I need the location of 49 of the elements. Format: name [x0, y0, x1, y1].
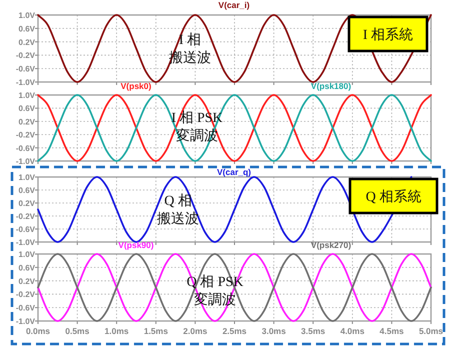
y-tick-label: 1.0V — [18, 250, 36, 259]
x-tick-label: 2.0ms — [183, 326, 208, 336]
series-label: V(psk180) — [310, 81, 352, 91]
y-tick-label: -0.6V — [16, 304, 36, 313]
y-tick-label: 1.0V — [18, 91, 36, 100]
y-tick-label: -1.0V — [16, 157, 36, 166]
y-tick-label: 1.0V — [18, 173, 36, 182]
x-tick-label: 5.0ms — [418, 326, 444, 336]
annotation: Q 相 — [164, 193, 192, 209]
line-series — [37, 14, 432, 83]
x-tick-label: 1.5ms — [144, 326, 168, 336]
y-tick-label: -1.0V — [16, 78, 36, 87]
y-tick-label: -0.6V — [16, 144, 36, 153]
text: V(psk90) — [118, 240, 154, 250]
annotation: I 相 — [178, 32, 202, 48]
y-tick-label: -0.6V — [16, 225, 36, 234]
y-tick-label: 1.0V — [18, 11, 36, 20]
y-tick-label: -1.0V — [16, 317, 36, 326]
y-tick-label: -1.0V — [16, 238, 36, 247]
line-series — [37, 253, 432, 322]
x-tick-label: 3.5ms — [301, 326, 326, 336]
series-label: V(car_q) — [216, 167, 252, 177]
x-tick-label: 0.5ms — [65, 326, 90, 336]
x-tick-label: 3.0ms — [262, 326, 286, 336]
y-tick-label: 0.2V — [18, 276, 36, 286]
y-tick-label: -0.2V — [16, 212, 36, 221]
y-tick-label: -0.2V — [16, 130, 36, 140]
y-tick-label: 0.6V — [18, 186, 36, 195]
annotation: Q 相系統 — [366, 189, 422, 205]
series-label: V(psk270) — [310, 240, 352, 250]
y-tick-label: -0.2V — [16, 290, 36, 300]
text: V(car_i) — [218, 0, 250, 10]
y-tick-label: -0.6V — [16, 64, 36, 74]
x-tick-label: 0.0ms — [26, 326, 50, 336]
x-tick-label: 4.0ms — [340, 326, 365, 336]
annotation: 搬送波 — [157, 211, 199, 227]
y-tick-label: 0.2V — [18, 199, 36, 208]
y-tick-label: -0.2V — [16, 51, 36, 60]
line-series — [37, 94, 432, 162]
y-tick-label: 0.6V — [18, 24, 36, 34]
y-tick-label: 0.2V — [18, 117, 36, 126]
y-tick-label: 0.6V — [18, 104, 36, 114]
annotation: I 相系統 — [362, 27, 414, 43]
y-tick-label: 0.2V — [18, 38, 36, 47]
x-tick-label: 2.5ms — [222, 326, 247, 336]
series-label: V(psk0) — [120, 81, 152, 91]
x-tick-label: 4.5ms — [380, 326, 404, 336]
y-tick-label: 0.6V — [18, 263, 36, 272]
x-tick-label: 1.0ms — [104, 326, 129, 336]
